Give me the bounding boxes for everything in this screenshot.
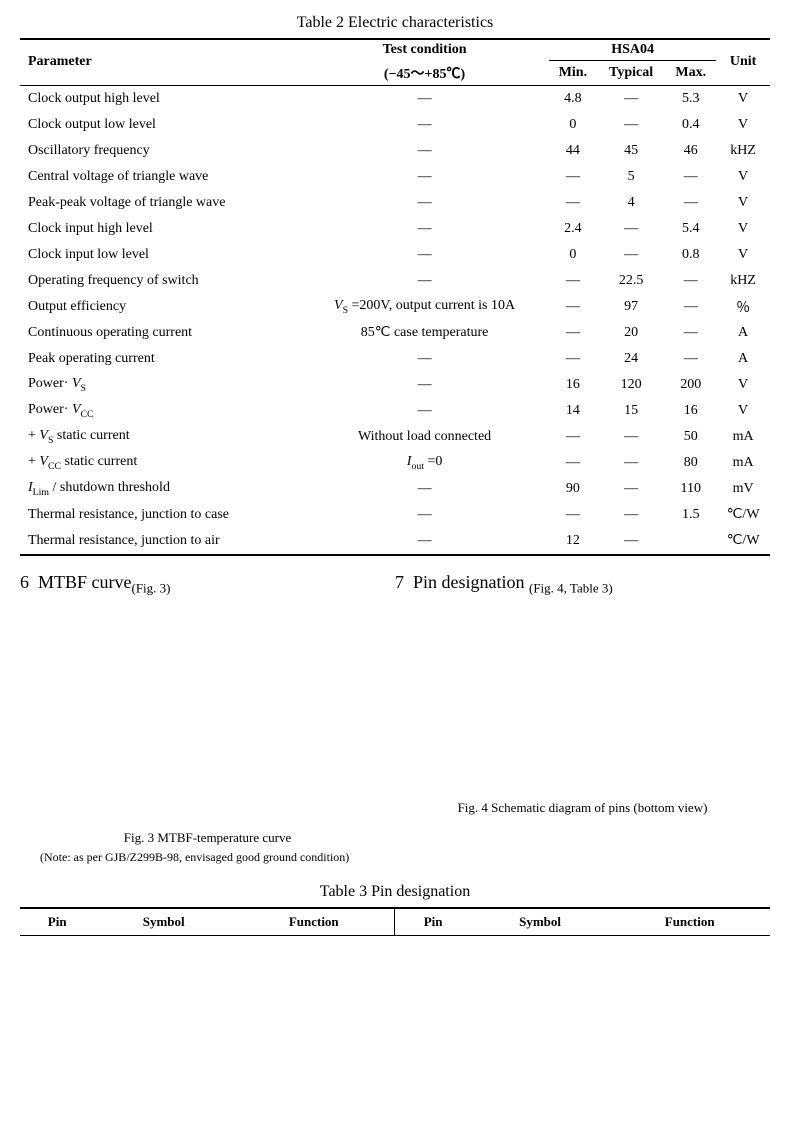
table-row: Oscillatory frequency—444546kHZ bbox=[20, 138, 770, 164]
table-row: Central voltage of triangle wave——5—V bbox=[20, 164, 770, 190]
table-row: Power· VCC—141516V bbox=[20, 398, 770, 424]
th-cond2: (−45～+85℃) bbox=[300, 61, 549, 86]
th-min: Min. bbox=[549, 61, 597, 86]
table2-title: Table 2 Electric characteristics bbox=[20, 14, 770, 32]
table-row: + VS static currentWithout load connecte… bbox=[20, 424, 770, 450]
fig3-note: (Note: as per GJB/Z299B-98, envisaged go… bbox=[20, 850, 395, 865]
table-row: Peak operating current——24—A bbox=[20, 346, 770, 372]
th-parameter: Parameter bbox=[20, 39, 300, 85]
table-row: Clock input low level—0—0.8V bbox=[20, 242, 770, 268]
th-sym: Symbol bbox=[94, 908, 233, 936]
table-row: ILim / shutdown threshold—90—110mV bbox=[20, 476, 770, 502]
mtbf-chart bbox=[58, 604, 358, 824]
pin-diagram bbox=[413, 604, 753, 794]
th-sym2: Symbol bbox=[471, 908, 610, 936]
electric-characteristics-table: Parameter Test condition HSA04 Unit (−45… bbox=[20, 38, 770, 556]
table-row: Clock input high level—2.4—5.4V bbox=[20, 216, 770, 242]
th-pin2: Pin bbox=[395, 908, 471, 936]
th-group: HSA04 bbox=[549, 39, 716, 61]
table3-title: Table 3 Pin designation bbox=[20, 883, 770, 901]
table-row: Peak-peak voltage of triangle wave——4—V bbox=[20, 190, 770, 216]
fig4-caption: Fig. 4 Schematic diagram of pins (bottom… bbox=[395, 800, 770, 816]
th-typ: Typical bbox=[597, 61, 666, 86]
table-row: + VCC static currentIout =0——80mA bbox=[20, 450, 770, 476]
fig3-caption: Fig. 3 MTBF-temperature curve bbox=[20, 830, 395, 846]
th-cond: Test condition bbox=[300, 39, 549, 61]
table-row: Clock output high level—4.8—5.3V bbox=[20, 85, 770, 112]
th-pin: Pin bbox=[20, 908, 94, 936]
pin-designation-table: Pin Symbol Function Pin Symbol Function bbox=[20, 907, 770, 936]
table-row: Continuous operating current85℃ case tem… bbox=[20, 320, 770, 346]
sec7-heading: 7 Pin designation (Fig. 4, Table 3) bbox=[395, 572, 770, 597]
table-row: Clock output low level—0—0.4V bbox=[20, 112, 770, 138]
th-fun2: Function bbox=[609, 908, 770, 936]
sec6-heading: 6 MTBF curve(Fig. 3) bbox=[20, 572, 395, 597]
th-fun: Function bbox=[233, 908, 395, 936]
table-row: Thermal resistance, junction to air—12—℃… bbox=[20, 528, 770, 555]
table-row: Output efficiencyVS =200V, output curren… bbox=[20, 294, 770, 320]
th-unit: Unit bbox=[716, 39, 770, 85]
table-row: Thermal resistance, junction to case———1… bbox=[20, 502, 770, 528]
th-max: Max. bbox=[665, 61, 716, 86]
table-row: Power· VS—16120200V bbox=[20, 372, 770, 398]
table-row: Operating frequency of switch——22.5—kHZ bbox=[20, 268, 770, 294]
